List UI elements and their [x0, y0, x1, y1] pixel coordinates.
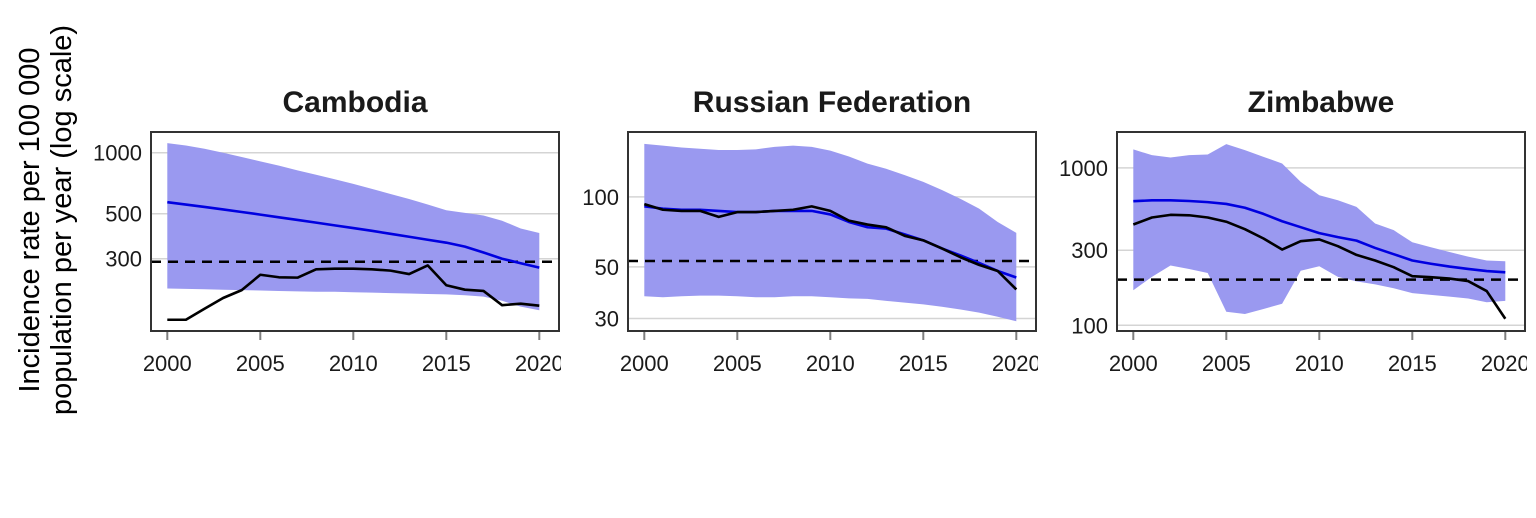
panel-russian-federation: Russian Federation 2000 2005 2010 2015 2020 1…	[568, 78, 1038, 390]
x-tick-label: 2000	[620, 351, 669, 376]
notification-line	[1132, 213, 1507, 320]
x-tick-label: 2015	[1388, 351, 1437, 376]
panel-border	[150, 131, 560, 332]
x-tick-label: 2005	[713, 351, 762, 376]
x-tick-label: 2005	[236, 351, 285, 376]
y-tick-label: 300	[1071, 238, 1108, 263]
y-tick-label: 50	[595, 255, 619, 280]
x-tick-label: 2000	[1109, 351, 1158, 376]
x-tick-label: 2000	[143, 351, 192, 376]
estimate-line	[167, 200, 540, 269]
x-tick-label: 2010	[329, 351, 378, 376]
panel-title-russian-federation: Russian Federation	[692, 86, 972, 119]
y-tick-label: 1000	[1059, 156, 1108, 181]
y-axis-label-line1: Incidence rate per 100 000	[14, 47, 46, 393]
panel-zimbabwe: Zimbabwe 2000 2005 2010 2015 2020 1000 300 100	[1057, 78, 1527, 390]
plot-russian-federation: 2000 2005 2010 2015 2020 100 50 30	[582, 131, 1038, 376]
x-tick-label: 2015	[899, 351, 948, 376]
panel-cambodia: Cambodia 2000 2005 2010 2015 2020 1000 500 300	[91, 78, 561, 390]
y-axis-label: Incidence rate per 100 000 population pe…	[14, 0, 80, 450]
y-tick-label: 500	[105, 202, 142, 227]
y-tick-label: 100	[582, 185, 619, 210]
y-tick-label: 1000	[93, 141, 142, 166]
plot-cambodia: 2000 2005 2010 2015 2020 1000 500 300	[93, 131, 561, 376]
y-axis-label-line2: population per year (log scale)	[46, 24, 79, 416]
y-tick-label: 300	[105, 247, 142, 272]
x-tick-label: 2020	[992, 351, 1038, 376]
x-tick-label: 2005	[1202, 351, 1251, 376]
notification-line	[643, 202, 1018, 291]
x-tick-label: 2020	[1481, 351, 1527, 376]
x-tick-label: 2010	[1295, 351, 1344, 376]
notification-line	[167, 264, 540, 322]
x-tick-label: 2015	[422, 351, 471, 376]
confidence-band	[644, 143, 1017, 322]
confidence-band	[1133, 144, 1506, 314]
panel-border	[1116, 131, 1526, 332]
y-tick-label: 100	[1071, 313, 1108, 338]
y-tick-label: 30	[595, 306, 619, 331]
confidence-band	[167, 143, 540, 311]
x-tick-label: 2020	[515, 351, 561, 376]
estimate-line	[1133, 199, 1506, 274]
panel-title-cambodia: Cambodia	[282, 86, 428, 119]
panel-title-zimbabwe: Zimbabwe	[1247, 86, 1395, 119]
plot-zimbabwe: 2000 2005 2010 2015 2020 1000 300 100	[1059, 131, 1527, 376]
panel-border	[627, 131, 1037, 332]
x-tick-label: 2010	[806, 351, 855, 376]
